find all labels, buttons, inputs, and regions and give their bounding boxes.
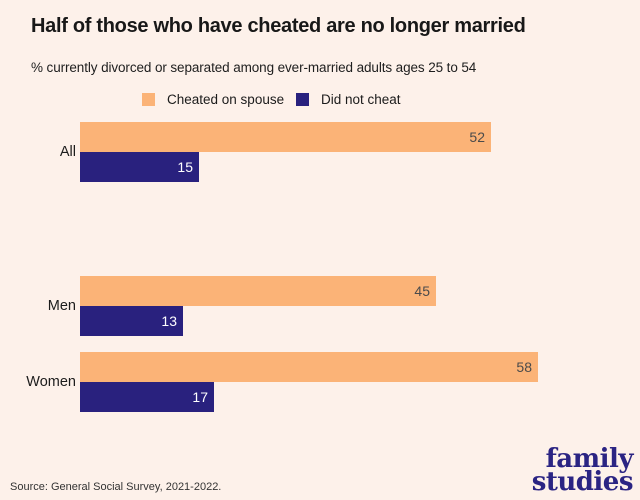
logo-line-1: family [545,444,634,474]
chart-title: Half of those who have cheated are no lo… [31,15,526,37]
legend-swatch-cheated [142,93,155,106]
category-label-women: Women [26,374,76,390]
bar-value-label: 17 [192,389,208,405]
source-note: Source: General Social Survey, 2021-2022… [10,481,222,493]
bar-group-men: 45 13 [80,276,436,336]
family-studies-logo: family studies [531,444,634,497]
bar-group-all: 52 15 [80,122,491,182]
bar-value-label: 13 [161,313,177,329]
bar-women-did-not-cheat: 17 [80,382,214,412]
bar-value-label: 58 [516,359,532,375]
legend-item-did-not-cheat: Did not cheat [296,92,401,107]
legend-item-cheated: Cheated on spouse [142,92,284,107]
category-label-men: Men [47,298,76,314]
legend-swatch-did-not-cheat [296,93,309,106]
legend-label-did-not-cheat: Did not cheat [321,92,401,107]
bar-men-did-not-cheat: 13 [80,306,183,336]
bar-value-label: 52 [469,129,485,145]
bar-group-women: 58 17 [80,352,538,412]
bar-men-cheated: 45 [80,276,436,306]
legend-label-cheated: Cheated on spouse [167,92,285,107]
logo-line-2: studies [531,467,634,497]
chart-subtitle: % currently divorced or separated among … [31,60,477,75]
bar-value-label: 45 [414,283,430,299]
bar-all-did-not-cheat: 15 [80,152,199,182]
bar-women-cheated: 58 [80,352,538,382]
category-label-all: All [59,144,76,160]
bar-value-label: 15 [177,159,193,175]
bar-all-cheated: 52 [80,122,491,152]
